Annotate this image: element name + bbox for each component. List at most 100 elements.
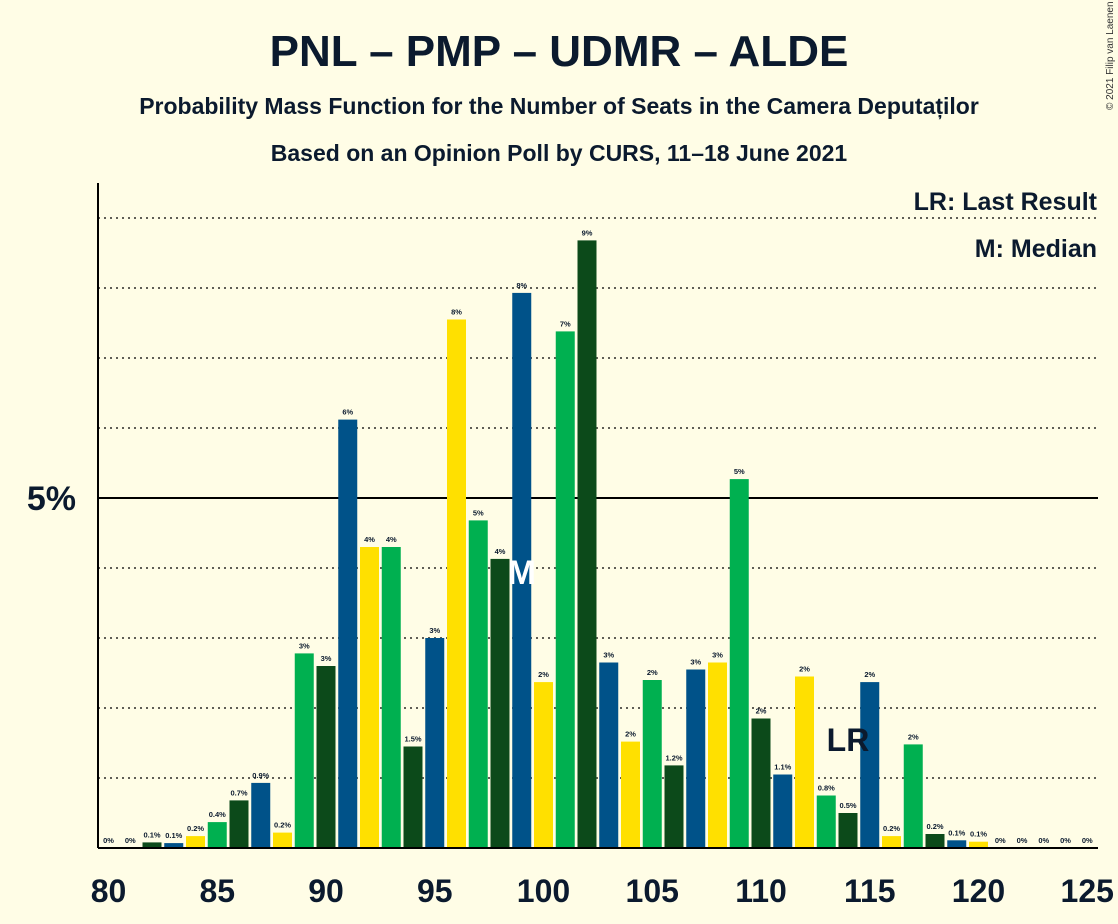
bar-label-118: 0.2%: [926, 822, 943, 831]
bar-label-83: 0.1%: [165, 831, 182, 840]
bars: [142, 240, 988, 848]
bar-109: [729, 479, 749, 848]
bar-label-84: 0.2%: [187, 824, 204, 833]
bar-label-107: 3%: [690, 658, 701, 667]
bar-103: [599, 662, 619, 848]
bar-114: [838, 813, 858, 848]
bar-label-113: 0.8%: [818, 784, 835, 793]
bar-116: [882, 836, 901, 848]
bar-110: [751, 718, 771, 848]
bar-94: [403, 746, 423, 848]
x-tick-100: 100: [517, 873, 570, 909]
bar-107: [686, 669, 706, 848]
x-tick-115: 115: [844, 873, 896, 909]
bar-label-119: 0.1%: [948, 828, 965, 837]
bar-86: [229, 800, 249, 848]
bar-label-101: 7%: [560, 319, 571, 328]
bar-label-98: 4%: [495, 547, 506, 556]
bar-label-104: 2%: [625, 730, 636, 739]
chart-title: PNL – PMP – UDMR – ALDE: [270, 27, 849, 76]
bar-84: [186, 836, 205, 848]
bar-95: [425, 638, 445, 848]
bar-96: [447, 319, 466, 848]
bar-label-124: 0%: [1060, 836, 1071, 845]
bar-label-80: 0%: [103, 836, 114, 845]
bar-label-121: 0%: [995, 836, 1006, 845]
bar-label-92: 4%: [364, 535, 375, 544]
x-tick-90: 90: [308, 873, 344, 909]
bar-label-96: 8%: [451, 308, 462, 317]
last-result-marker: LR: [827, 722, 870, 758]
bar-label-82: 0.1%: [143, 830, 160, 839]
bar-label-89: 3%: [299, 641, 310, 650]
x-tick-110: 110: [735, 873, 787, 909]
bar-115: [860, 682, 880, 848]
bar-label-102: 9%: [582, 228, 593, 237]
x-tick-125: 125: [1061, 873, 1114, 909]
bar-85: [207, 822, 227, 848]
bar-label-100: 2%: [538, 670, 549, 679]
bar-label-103: 3%: [603, 651, 614, 660]
bar-label-122: 0%: [1017, 836, 1028, 845]
bar-100: [534, 682, 553, 848]
bar-101: [555, 331, 575, 848]
bar-105: [642, 680, 662, 848]
bar-label-125: 0%: [1082, 836, 1093, 845]
bar-91: [338, 419, 358, 848]
bar-label-95: 3%: [429, 626, 440, 635]
y-axis-label: 5%: [27, 480, 76, 518]
legend-median: M: Median: [975, 235, 1097, 263]
chart-subtitle-2: Based on an Opinion Poll by CURS, 11–18 …: [271, 140, 848, 166]
x-tick-105: 105: [626, 873, 679, 909]
bar-label-90: 3%: [321, 654, 332, 663]
bar-label-110: 2%: [756, 707, 767, 716]
bar-label-99: 8%: [516, 281, 527, 290]
bar-118: [925, 834, 945, 848]
bar-labels: 0% 0% 0.1% 0.1% 0.2% 0.4% 0.7% 0.9% 0.2% 3% 3% 6% 4%…: [103, 228, 1093, 845]
copyright: © 2021 Filip van Laenen: [1105, 1, 1116, 110]
bar-82: [142, 842, 162, 848]
bar-label-116: 0.2%: [883, 824, 900, 833]
bar-label-85: 0.4%: [209, 810, 226, 819]
bar-98: [490, 558, 510, 848]
bar-113: [816, 795, 836, 848]
bar-117: [903, 744, 923, 848]
bar-label-117: 2%: [908, 732, 919, 741]
x-tick-85: 85: [199, 873, 235, 909]
bar-106: [664, 765, 684, 848]
bar-label-81: 0%: [125, 836, 136, 845]
bar-87: [251, 782, 271, 848]
bar-label-87: 0.9%: [252, 771, 269, 780]
bar-89: [294, 653, 314, 848]
bar-label-86: 0.7%: [230, 788, 247, 797]
bar-111: [773, 774, 793, 848]
x-ticks: 80 85 90 95 100 105 110 115 120 125: [91, 873, 1114, 909]
bar-104: [621, 741, 640, 848]
bar-label-97: 5%: [473, 508, 484, 517]
bar-92: [360, 547, 379, 848]
chart-subtitle-1: Probability Mass Function for the Number…: [139, 93, 979, 120]
bar-label-123: 0%: [1038, 836, 1049, 845]
bar-83: [164, 843, 184, 848]
bar-label-91: 6%: [342, 408, 353, 417]
x-tick-120: 120: [952, 873, 1005, 909]
bar-120: [969, 841, 988, 848]
bar-label-88: 0.2%: [274, 821, 291, 830]
bar-90: [316, 666, 336, 848]
bar-label-108: 3%: [712, 651, 723, 660]
median-marker: M: [508, 554, 536, 592]
bar-label-93: 4%: [386, 535, 397, 544]
bar-97: [468, 520, 488, 848]
bar-label-120: 0.1%: [970, 830, 987, 839]
bar-label-94: 1.5%: [404, 735, 421, 744]
bar-119: [947, 840, 967, 848]
bar-label-109: 5%: [734, 467, 745, 476]
bar-label-114: 0.5%: [839, 801, 856, 810]
bar-label-115: 2%: [864, 670, 875, 679]
bar-102: [577, 240, 597, 848]
bar-112: [795, 676, 814, 848]
bar-label-105: 2%: [647, 668, 658, 677]
grid: [98, 217, 1098, 779]
bar-label-112: 2%: [799, 665, 810, 674]
